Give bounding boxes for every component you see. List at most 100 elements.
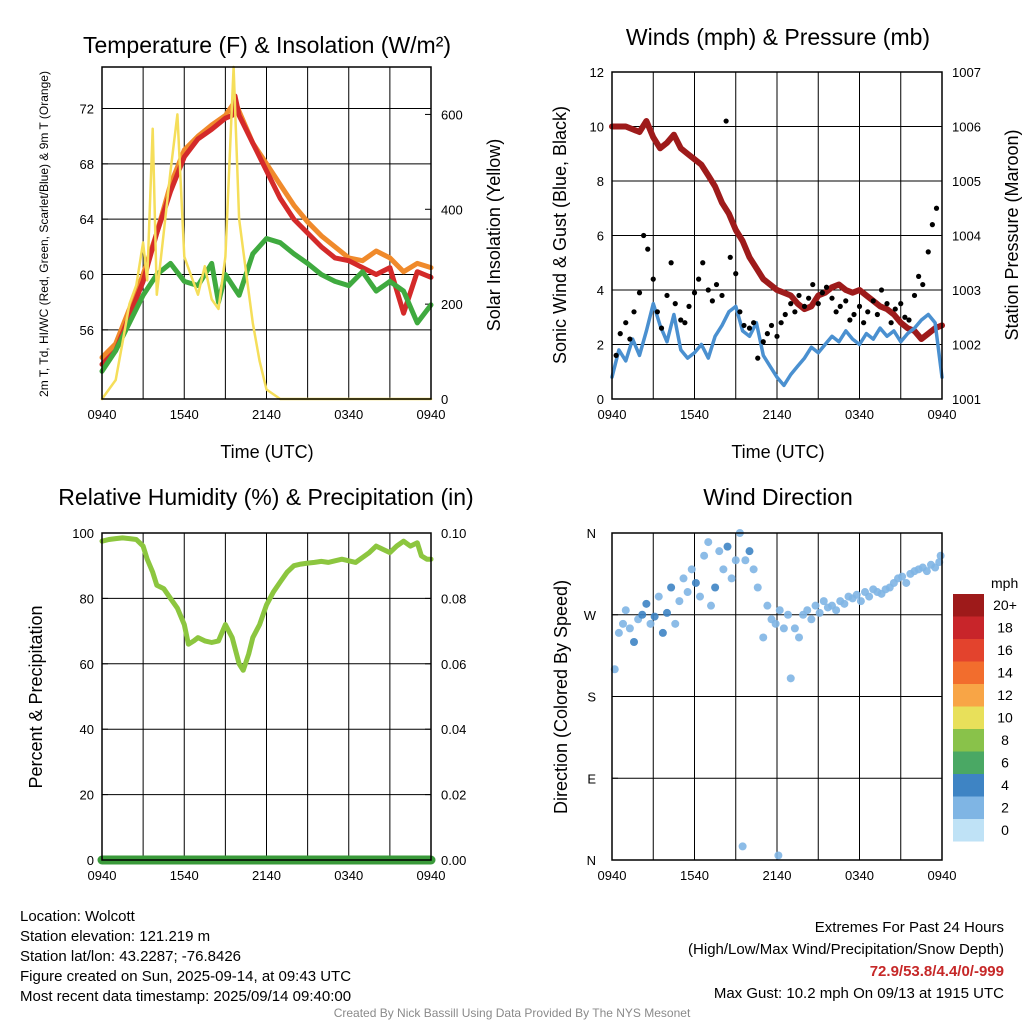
temp-xlabel: Time (UTC) — [220, 442, 313, 462]
temp-xtick-label: 0940 — [417, 407, 446, 422]
legend-swatch — [953, 639, 984, 662]
dir-point — [840, 599, 849, 608]
wind-gust-point — [705, 287, 711, 293]
dir-point — [811, 601, 820, 610]
dir-point — [691, 578, 700, 587]
wind-gust-point — [641, 232, 647, 239]
wind-gust-point — [792, 309, 798, 315]
legend-label: 2 — [1001, 800, 1009, 816]
dir-point — [856, 597, 865, 606]
wind-series-line — [610, 301, 944, 388]
dir-point — [679, 574, 688, 583]
legend-label: 12 — [997, 687, 1013, 703]
temp-ytick-left: 68 — [80, 157, 94, 172]
dir-point — [654, 592, 663, 601]
dir-point — [784, 610, 792, 619]
dir-point — [642, 599, 651, 608]
wind-gust-point — [810, 281, 816, 288]
wind-xtick-label: 0940 — [598, 407, 627, 422]
dir-point — [852, 590, 861, 599]
rh-border — [101, 532, 432, 861]
dir-point — [898, 572, 907, 581]
wind-gust-point — [843, 298, 849, 304]
dir-border — [611, 532, 943, 861]
dir-point — [683, 588, 692, 597]
legend-label: 14 — [997, 665, 1013, 681]
extremes-box: Extremes For Past 24 Hours (High/Low/Max… — [688, 917, 1004, 1005]
wind-gust-point — [645, 246, 651, 252]
wind-ytick-right: 1004 — [952, 229, 981, 244]
wind-gust-point — [920, 281, 926, 288]
rh-xtick-label: 0340 — [334, 868, 363, 883]
temp-ylabel-right: Solar Insolation (Yellow) — [484, 139, 504, 331]
wind-gust-point — [902, 314, 908, 320]
legend-swatch — [953, 796, 984, 819]
legend-label: 18 — [997, 620, 1013, 636]
wind-xtick-label: 0940 — [928, 407, 957, 422]
dir-point — [700, 551, 709, 560]
dir-point — [731, 556, 740, 565]
rh-xtick-label: 0940 — [88, 868, 117, 883]
dir-ytick-label: E — [587, 771, 596, 786]
max-gust: Max Gust: 10.2 mph On 09/13 at 1915 UTC — [713, 985, 1004, 1002]
plot-area: 0940 1540 2140 0340 094056606468720200400600… — [72, 65, 981, 883]
dir-point — [638, 610, 647, 619]
legend-label: 16 — [997, 642, 1013, 658]
wind-gust-point — [925, 249, 931, 255]
dir-point — [774, 851, 783, 860]
dir-point — [771, 619, 780, 628]
legend-swatch — [953, 661, 984, 684]
rh-ytick-left: 80 — [80, 591, 94, 606]
wind-gust-point — [933, 205, 940, 211]
wind-border — [611, 71, 943, 400]
wind-ytick-left: 2 — [597, 338, 604, 353]
wind-gust-point — [796, 292, 802, 299]
temp-series-line — [99, 93, 434, 367]
wind-xlabel: Time (UTC) — [731, 442, 824, 462]
dir-point — [646, 619, 655, 628]
dir-point — [658, 628, 667, 637]
dir-point — [614, 628, 623, 637]
dir-point — [650, 612, 659, 621]
dir-ylabel-left: Direction (Colored By Speed) — [551, 580, 571, 814]
dir-point — [786, 674, 795, 683]
temp-ytick-right: 600 — [441, 107, 463, 122]
dir-point — [931, 563, 940, 572]
temp-xtick-label: 1540 — [170, 407, 199, 422]
dir-point — [779, 624, 788, 633]
rh-ytick-left: 40 — [80, 722, 94, 737]
dir-point — [902, 578, 911, 587]
wind-gust-point — [878, 287, 885, 293]
wind-gust-point — [829, 295, 835, 301]
extremes-values: 72.9/53.8/4.4/0/-999 — [869, 963, 1004, 980]
legend-unit: mph — [991, 575, 1018, 591]
wind-gust-point — [823, 284, 830, 290]
dir-ytick-label: N — [587, 853, 596, 868]
wind-gust-point — [654, 309, 660, 315]
legend-swatch — [953, 706, 984, 729]
legend-label: 10 — [997, 710, 1013, 726]
dir-xtick-label: 0940 — [928, 868, 957, 883]
station-latlon: Station lat/lon: 43.2287; -76.8426 — [20, 948, 242, 965]
dir-ytick-label: S — [587, 690, 596, 705]
temp-ytick-right: 200 — [441, 297, 463, 312]
dir-point — [741, 556, 750, 565]
rh-ytick-right: 0.02 — [441, 788, 466, 803]
wind-ylabel-right: Station Pressure (Maroon) — [1002, 129, 1022, 340]
wind-gust-point — [627, 336, 633, 342]
temp-xtick-label: 0940 — [88, 407, 117, 422]
rh-ytick-right: 0.00 — [441, 853, 466, 868]
wind-gust-point — [755, 355, 761, 361]
dir-point — [803, 606, 812, 615]
wind-gust-point — [861, 320, 867, 326]
rh-ytick-right: 0.08 — [441, 591, 466, 606]
dir-point — [719, 565, 728, 574]
dir-point — [675, 597, 684, 606]
dir-point — [696, 592, 704, 601]
wind-gust-point — [874, 311, 880, 318]
temp-ytick-left: 60 — [80, 268, 94, 283]
dir-point — [795, 633, 803, 642]
wind-gust-point — [737, 309, 743, 315]
dir-panel-title: Wind Direction — [703, 484, 853, 510]
